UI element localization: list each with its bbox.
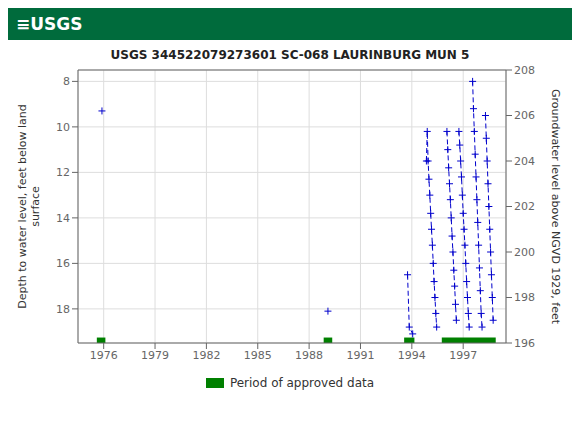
svg-text:1979: 1979 [141,349,169,362]
svg-text:14: 14 [56,212,70,225]
svg-text:198: 198 [514,291,535,304]
svg-text:196: 196 [514,337,535,350]
svg-text:1985: 1985 [244,349,272,362]
svg-text:200: 200 [514,246,535,259]
svg-text:16: 16 [56,257,70,270]
svg-text:1991: 1991 [346,349,374,362]
html-text:Period of approved data: Period of approved data [229,376,375,390]
svg-text:12: 12 [56,166,70,179]
svg-text:1994: 1994 [398,349,426,362]
svg-text:10: 10 [56,121,70,134]
html-text:USGS 344522079273601 SC-068 LA: USGS 344522079273601 SC-068 LAURINBURG M… [110,48,470,62]
svg-text:8: 8 [63,75,70,88]
svg-text:1997: 1997 [449,349,477,362]
html-text:≡USGS: ≡USGS [16,14,83,34]
svg-text:202: 202 [514,200,535,213]
svg-text:1988: 1988 [295,349,323,362]
svg-text:1976: 1976 [90,349,118,362]
svg-text:18: 18 [56,303,70,316]
svg-text:206: 206 [514,109,535,122]
svg-text:208: 208 [514,64,535,77]
svg-text:Groundwater level above NGVD 1: Groundwater level above NGVD 1929, feet [549,89,562,325]
svg-text:204: 204 [514,155,535,168]
svg-text:Depth to water level, feet bel: Depth to water level, feet below landsur… [16,104,42,309]
svg-text:1982: 1982 [192,349,220,362]
